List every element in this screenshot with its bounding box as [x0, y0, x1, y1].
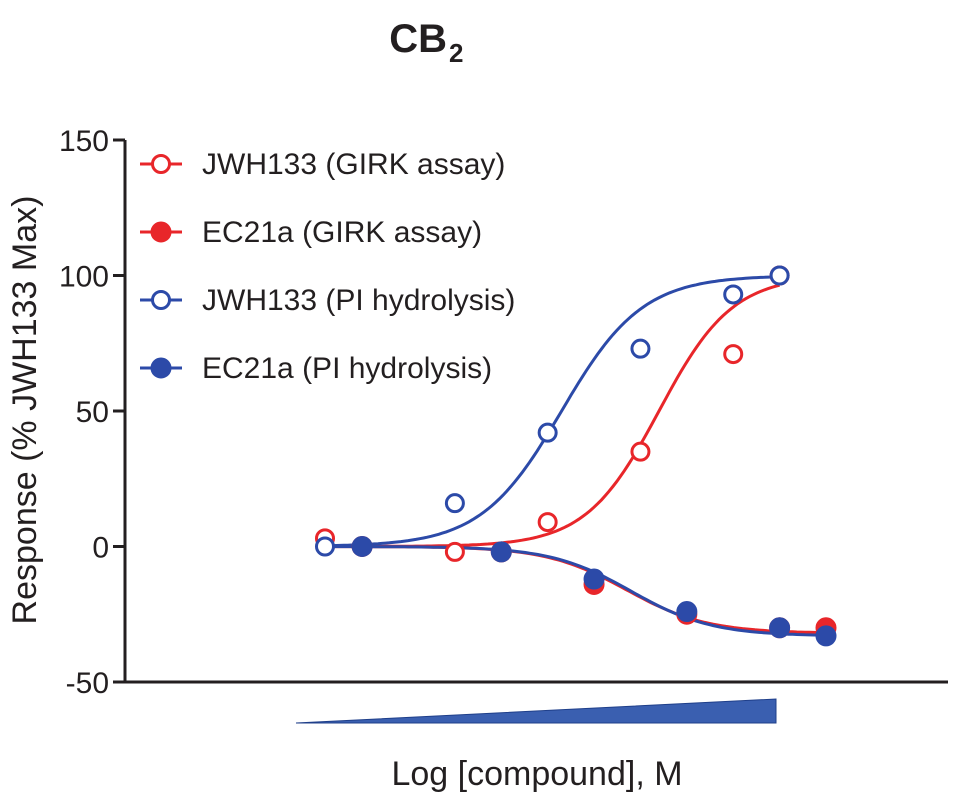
data-point — [815, 625, 837, 647]
fit-curve — [324, 545, 827, 635]
y-tick-label: 50 — [76, 396, 109, 429]
chart-title-subscript: 2 — [449, 38, 463, 68]
y-tick-label: 0 — [92, 532, 109, 565]
data-points — [315, 265, 837, 647]
data-point — [723, 284, 744, 305]
chart-title: CB — [389, 17, 447, 61]
data-point — [444, 493, 465, 514]
y-axis-label: Response (% JWH133 Max) — [6, 196, 44, 625]
data-point — [315, 536, 335, 557]
data-point — [723, 344, 744, 365]
data-point — [444, 541, 465, 562]
y-tick-label: 150 — [59, 125, 109, 158]
data-point — [537, 422, 558, 443]
data-point — [490, 541, 512, 563]
legend-label: JWH133 (GIRK assay) — [202, 148, 505, 181]
fit-curve — [325, 283, 780, 548]
fit-curve — [325, 545, 827, 637]
legend-label: JWH133 (PI hydrolysis) — [202, 284, 515, 317]
data-point — [351, 536, 373, 557]
legend-marker — [150, 221, 172, 243]
y-tick-label: 100 — [59, 261, 109, 294]
legend-label: EC21a (GIRK assay) — [202, 216, 482, 249]
legend: JWH133 (GIRK assay) EC21a (GIRK assay) JWH… — [140, 148, 515, 385]
axes: -50 0 50 100 150 — [59, 125, 948, 700]
data-point — [630, 441, 651, 462]
concentration-wedge-layer — [295, 698, 777, 724]
x-axis-label: Log [compound], M — [391, 755, 682, 793]
legend-label: EC21a (PI hydrolysis) — [202, 352, 492, 385]
data-point — [769, 265, 790, 286]
concentration-wedge — [295, 698, 777, 724]
fit-curve — [325, 275, 780, 548]
data-point — [676, 601, 698, 623]
y-tick-label: -50 — [66, 667, 109, 700]
legend-marker — [151, 154, 171, 174]
data-point — [583, 568, 605, 590]
data-point — [630, 338, 651, 359]
legend-marker — [151, 290, 171, 310]
legend-marker — [150, 357, 172, 379]
data-point — [769, 617, 791, 639]
fit-curves — [324, 275, 827, 637]
data-point — [537, 512, 558, 533]
